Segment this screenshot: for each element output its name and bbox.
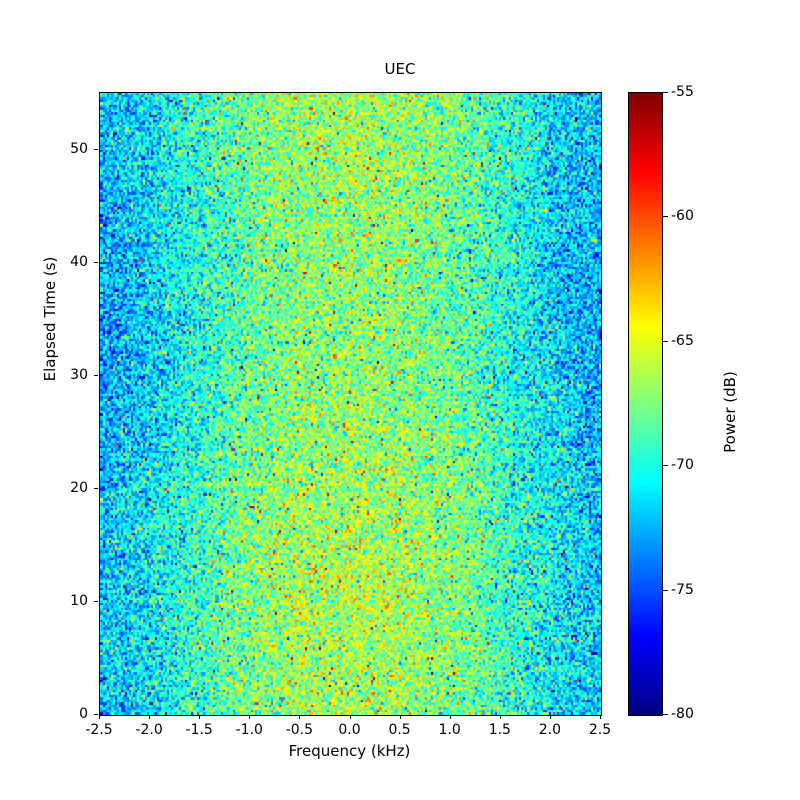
x-tick-mark	[99, 715, 100, 719]
x-tick-label: 2.0	[538, 722, 562, 738]
x-tick-mark	[199, 715, 201, 719]
x-tick-mark	[299, 715, 301, 719]
y-tick-label: 30	[70, 366, 88, 383]
colorbar-tick-label: -75	[671, 581, 694, 598]
y-tick-mark	[94, 261, 98, 263]
x-tick-label: -2.5	[85, 722, 113, 738]
x-tick-mark	[349, 715, 351, 719]
y-tick-mark	[94, 148, 98, 150]
x-tick-label: 2.5	[588, 722, 612, 738]
y-tick-label: 40	[70, 253, 88, 270]
colorbar-tick-label: -80	[671, 706, 694, 722]
colorbar-tick-mark	[663, 714, 668, 715]
x-tick-mark	[449, 715, 451, 719]
y-tick-mark	[94, 714, 98, 715]
colorbar-tick-mark	[663, 465, 668, 467]
title-instrument: UEC	[384, 60, 416, 78]
x-tick-mark	[600, 715, 601, 719]
x-tick-label: -1.5	[185, 722, 213, 738]
y-tick-label: 0	[79, 706, 88, 722]
y-tick-mark	[94, 600, 98, 602]
colorbar	[628, 92, 663, 716]
x-tick-label: 0.0	[338, 722, 361, 738]
colorbar-tick-mark	[663, 340, 668, 342]
spectrogram-image	[100, 93, 601, 715]
colorbar-tick-label: -70	[671, 457, 694, 474]
x-tick-label: -2.0	[135, 722, 163, 738]
colorbar-tick-label: -65	[671, 332, 694, 349]
x-tick-mark	[149, 715, 151, 719]
colorbar-tick-mark	[663, 216, 668, 218]
x-tick-mark	[249, 715, 251, 719]
x-tick-label: -1.0	[235, 722, 263, 738]
colorbar-tick-label: -60	[671, 208, 694, 225]
y-tick-label: 20	[70, 479, 88, 496]
x-tick-mark	[549, 715, 551, 719]
x-tick-label: 0.5	[388, 722, 411, 738]
x-tick-label: 1.5	[488, 722, 511, 738]
colorbar-tick-mark	[663, 589, 668, 591]
y-tick-label: 50	[70, 140, 88, 157]
colorbar-gradient	[629, 93, 662, 715]
x-tick-label: -0.5	[285, 722, 314, 738]
colorbar-label: Power (dB)	[721, 371, 739, 453]
colorbar-tick-label: -55	[671, 84, 694, 100]
y-tick-label: 10	[70, 592, 88, 609]
y-tick-mark	[94, 487, 98, 489]
colorbar-tick-mark	[663, 92, 668, 93]
x-tick-mark	[499, 715, 501, 719]
x-axis-label: Frequency (kHz)	[288, 742, 411, 760]
x-tick-label: 1.0	[438, 722, 461, 738]
y-axis-label: Elapsed Time (s)	[41, 256, 59, 382]
spectrogram-plot-area	[99, 92, 602, 716]
y-tick-mark	[94, 374, 98, 376]
x-tick-mark	[399, 715, 401, 719]
